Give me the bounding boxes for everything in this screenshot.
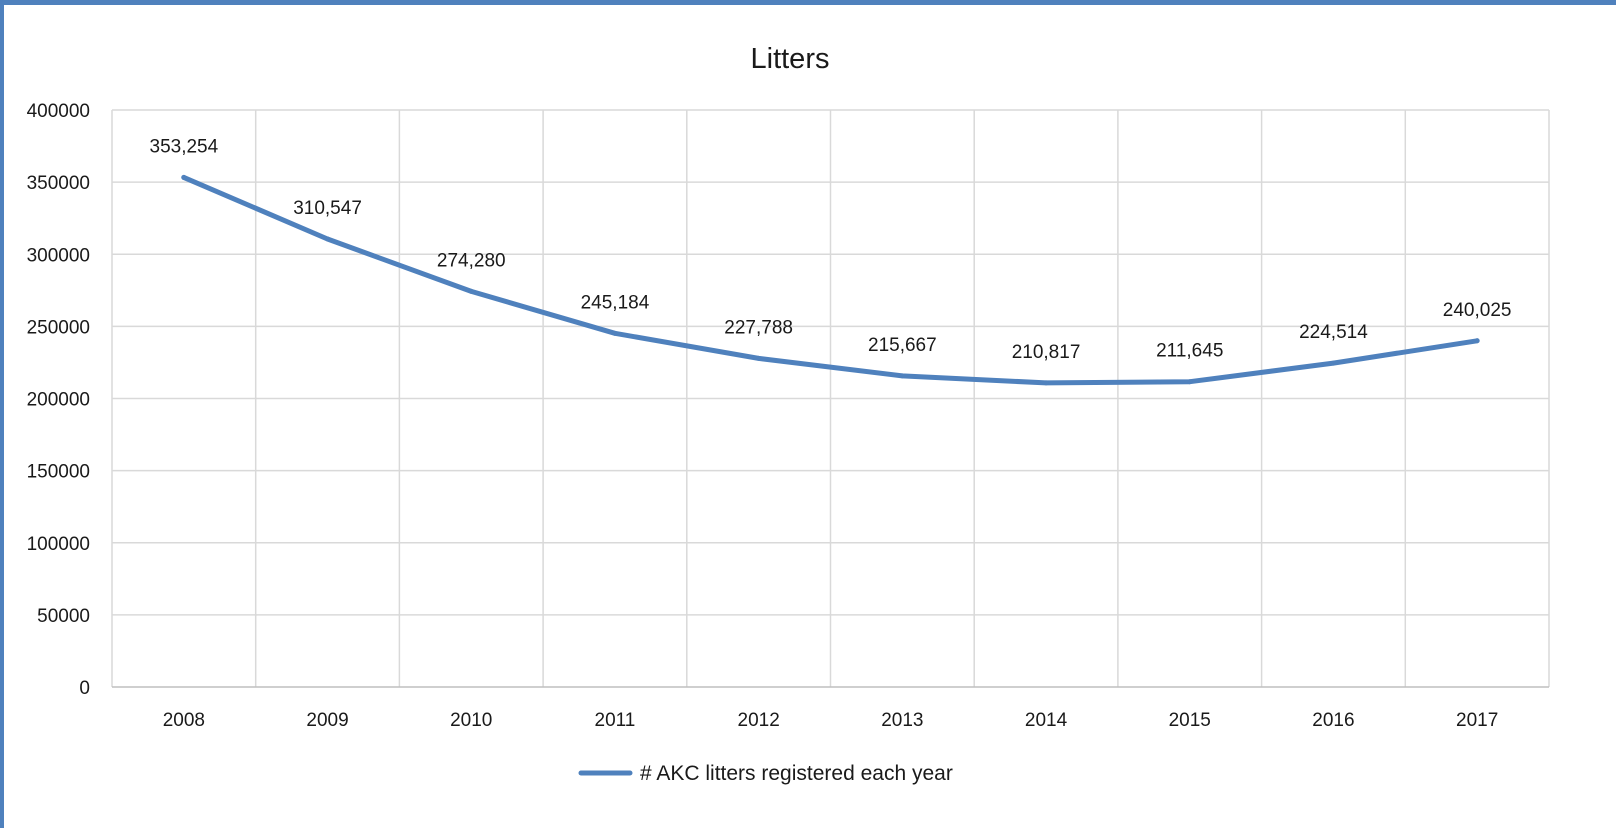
line-chart: Litters 0 50000 100000 150000 200000 250000 30… [27,43,1550,785]
x-tick-label: 2014 [1025,710,1068,731]
y-tick-label: 200000 [27,390,90,411]
data-label: 274,280 [437,250,506,271]
x-tick-label: 2012 [738,710,780,731]
series-layer [181,174,1480,386]
x-tick-label: 2015 [1169,710,1211,731]
x-tick-label: 2017 [1456,710,1498,731]
grid-layer [111,109,1550,687]
y-tick-label: 150000 [27,462,90,483]
legend-label: # AKC litters registered each year [640,762,953,785]
data-point [1474,338,1480,344]
data-point [756,355,762,361]
x-tick-label: 2009 [306,710,348,731]
x-tick-label: 2013 [881,710,923,731]
axis-layer: 0 50000 100000 150000 200000 250000 300000 3500… [27,101,1549,731]
y-tick-label: 300000 [27,245,90,266]
data-label: 245,184 [581,292,650,313]
x-tick-label: 2016 [1312,710,1354,731]
y-tick-label: 400000 [27,101,90,122]
data-label: 215,667 [868,335,937,356]
data-label-layer: 353,254 310,547 274,280 245,184 227,788 215,6… [150,136,1512,362]
data-point [181,174,187,180]
y-tick-label: 350000 [27,173,90,194]
legend: # AKC litters registered each year [578,762,953,785]
data-point [468,288,474,294]
data-point [1187,379,1193,385]
chart-title: Litters [751,43,830,75]
y-tick-label: 50000 [37,606,90,627]
data-label: 210,817 [1012,342,1081,363]
data-point [899,373,905,379]
data-label: 227,788 [724,317,793,338]
data-label: 310,547 [293,198,362,219]
y-tick-label: 250000 [27,317,90,338]
series-line [181,174,1480,386]
data-point [325,236,331,242]
data-label: 240,025 [1443,300,1512,321]
x-tick-label: 2010 [450,710,492,731]
data-point [1043,380,1049,386]
data-label: 211,645 [1156,341,1223,362]
data-label: 224,514 [1299,322,1368,343]
data-point [612,330,618,336]
x-tick-label: 2008 [163,710,205,731]
y-tick-label: 0 [79,678,90,699]
y-tick-label: 100000 [27,534,90,555]
data-label: 353,254 [150,136,219,157]
x-tick-label: 2011 [595,710,636,731]
data-point [1330,360,1336,366]
